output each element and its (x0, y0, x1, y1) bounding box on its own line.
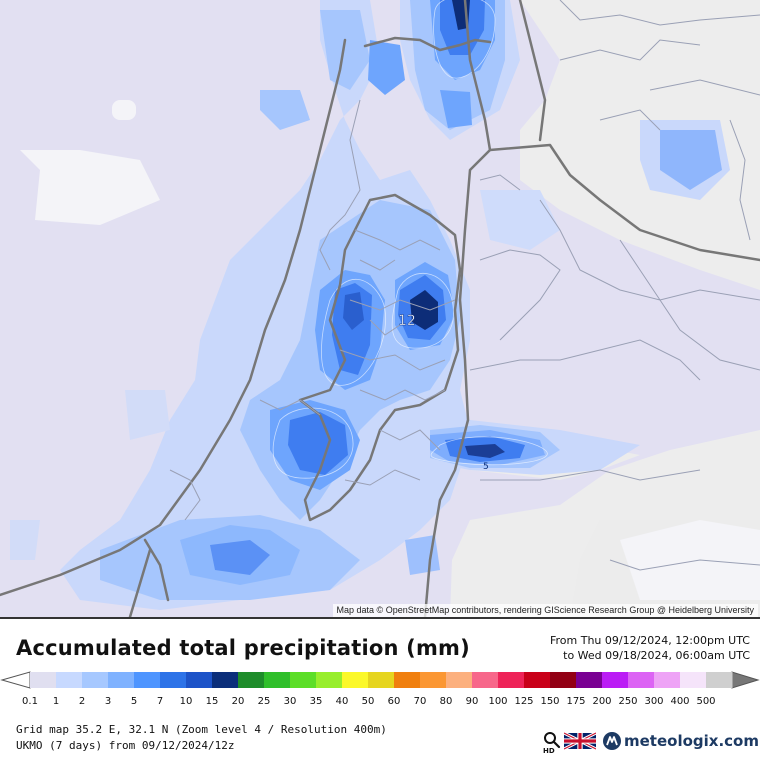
period-from: From Thu 09/12/2024, 12:00pm UTC (549, 634, 750, 647)
legend-label-20: 20 (232, 696, 245, 707)
coastline (0, 38, 347, 597)
legend-swatch-90 (472, 672, 499, 688)
legend-label-50: 50 (362, 696, 375, 707)
map-divider (0, 617, 760, 619)
legend-label-1: 1 (53, 696, 59, 707)
footer-toolbar: HD meteologix.com (542, 730, 759, 754)
legend-swatch-10 (186, 672, 213, 688)
legend-swatch-5 (134, 672, 161, 688)
legend-swatch-80 (446, 672, 473, 688)
grid-info: Grid map 35.2 E, 32.1 N (Zoom level 4 / … (16, 723, 387, 736)
legend-swatch-500 (706, 672, 733, 688)
legend-label-30: 30 (284, 696, 297, 707)
legend-swatch-40 (342, 672, 369, 688)
legend-swatch-25 (264, 672, 291, 688)
zoom-hd-label: HD (543, 747, 555, 754)
brand-link[interactable]: meteologix.com (624, 732, 759, 750)
legend-label-7: 7 (157, 696, 163, 707)
legend-label-175: 175 (566, 696, 585, 707)
legend-swatch-30 (290, 672, 317, 688)
map-title: Accumulated total precipitation (mm) (16, 636, 470, 660)
legend-swatch-3 (108, 672, 135, 688)
legend-label-15: 15 (206, 696, 219, 707)
legend-swatch-35 (316, 672, 343, 688)
legend-swatch-15 (212, 672, 239, 688)
borders (0, 0, 760, 617)
northern-border (363, 36, 492, 52)
meteologix-logo-icon[interactable] (602, 731, 622, 751)
districts (169, 0, 760, 571)
uk-flag-icon[interactable] (564, 732, 596, 750)
legend-swatch-150 (550, 672, 577, 688)
period-to: to Wed 09/18/2024, 06:00am UTC (563, 649, 750, 662)
legend-swatch-175 (576, 672, 603, 688)
legend-label-3: 3 (105, 696, 111, 707)
legend-swatch-300 (654, 672, 681, 688)
legend-swatch-50 (368, 672, 395, 688)
legend-label-300: 300 (644, 696, 663, 707)
legend-label-70: 70 (414, 696, 427, 707)
legend-label-10: 10 (180, 696, 193, 707)
legend-swatch-1 (56, 672, 83, 688)
eastern-border (423, 0, 492, 617)
west-bank-border (298, 193, 462, 522)
legend-label-35: 35 (310, 696, 323, 707)
legend-label-500: 500 (696, 696, 715, 707)
legend-label-0.1: 0.1 (22, 696, 38, 707)
legend-arrow-right (731, 671, 760, 689)
legend-swatch-70 (420, 672, 447, 688)
legend-swatch-2 (82, 672, 109, 688)
gaza-border (143, 538, 170, 602)
legend-label-200: 200 (592, 696, 611, 707)
legend-swatch-20 (238, 672, 265, 688)
legend-swatch-7 (160, 672, 187, 688)
map-labels: 12 5 (398, 313, 489, 472)
legend-label-100: 100 (488, 696, 507, 707)
legend-label-5: 5 (131, 696, 137, 707)
legend-label-25: 25 (258, 696, 271, 707)
contour-label-12: 12 (398, 313, 416, 329)
legend-swatch-400 (680, 672, 707, 688)
legend-arrow-left (0, 671, 31, 689)
map-attribution: Map data © OpenStreetMap contributors, r… (332, 604, 758, 617)
model-info: UKMO (7 days) from 09/12/2024/12z (16, 739, 235, 752)
legend-label-60: 60 (388, 696, 401, 707)
legend-swatch-125 (524, 672, 551, 688)
legend-label-2: 2 (79, 696, 85, 707)
legend-label-250: 250 (618, 696, 637, 707)
legend-swatch-200 (602, 672, 629, 688)
precipitation-legend: 0.1 1 2 3 5 7 10 15 20 25 30 35 40 50 60 70 80 90 100 125 15… (0, 671, 760, 707)
legend-label-400: 400 (670, 696, 689, 707)
legend-label-40: 40 (336, 696, 349, 707)
legend-label-125: 125 (514, 696, 533, 707)
legend-swatch-0.1 (30, 672, 57, 688)
legend-label-150: 150 (540, 696, 559, 707)
legend-swatch-60 (394, 672, 421, 688)
legend-label-80: 80 (440, 696, 453, 707)
contour-label-5: 5 (483, 462, 489, 472)
legend-swatch-250 (628, 672, 655, 688)
legend-label-90: 90 (466, 696, 479, 707)
legend-swatch-100 (498, 672, 525, 688)
magnifier-hd-icon[interactable]: HD (542, 730, 562, 754)
precipitation-map[interactable]: 12 5 (0, 0, 760, 617)
